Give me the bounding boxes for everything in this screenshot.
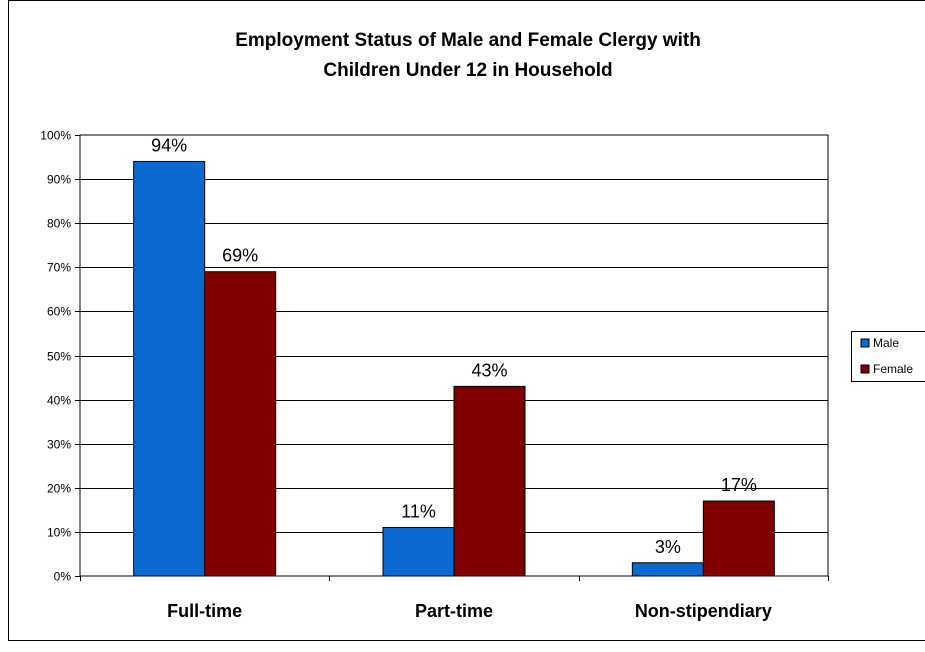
x-tick-label: Full-time (167, 601, 242, 621)
chart-title-line1: Employment Status of Male and Female Cle… (235, 30, 701, 51)
data-label: 3% (655, 537, 681, 557)
bar-male-non-stipendiary (632, 563, 703, 576)
data-label: 43% (471, 360, 507, 380)
x-tick-label: Part-time (415, 601, 493, 621)
y-tick-label: 90% (47, 173, 71, 187)
bar-male-part-time (383, 527, 454, 576)
data-label: 17% (721, 475, 757, 495)
y-tick-label: 10% (47, 526, 71, 540)
x-tick-label: Non-stipendiary (635, 601, 772, 621)
bar-female-part-time (454, 386, 525, 576)
chart-title-line2: Children Under 12 in Household (323, 60, 612, 81)
data-label: 69% (222, 246, 258, 266)
y-tick-label: 30% (47, 438, 71, 452)
bar-male-full-time (134, 161, 205, 576)
legend: Male Female (852, 332, 925, 382)
y-tick-label: 40% (47, 394, 71, 408)
y-tick-label: 80% (47, 217, 71, 231)
data-label: 94% (151, 135, 187, 155)
y-tick-label: 100% (40, 129, 71, 143)
data-label: 11% (401, 501, 436, 521)
legend-swatch-male (861, 339, 869, 347)
y-tick-label: 50% (47, 350, 71, 364)
legend-label-female: Female (873, 362, 913, 376)
legend-label-male: Male (873, 336, 899, 350)
bar-female-full-time (205, 272, 276, 576)
y-tick-label: 60% (47, 305, 71, 319)
legend-swatch-female (861, 365, 869, 373)
y-tick-label: 0% (54, 570, 72, 584)
bar-female-non-stipendiary (703, 501, 774, 576)
y-tick-label: 20% (47, 482, 71, 496)
y-tick-label: 70% (47, 261, 71, 275)
